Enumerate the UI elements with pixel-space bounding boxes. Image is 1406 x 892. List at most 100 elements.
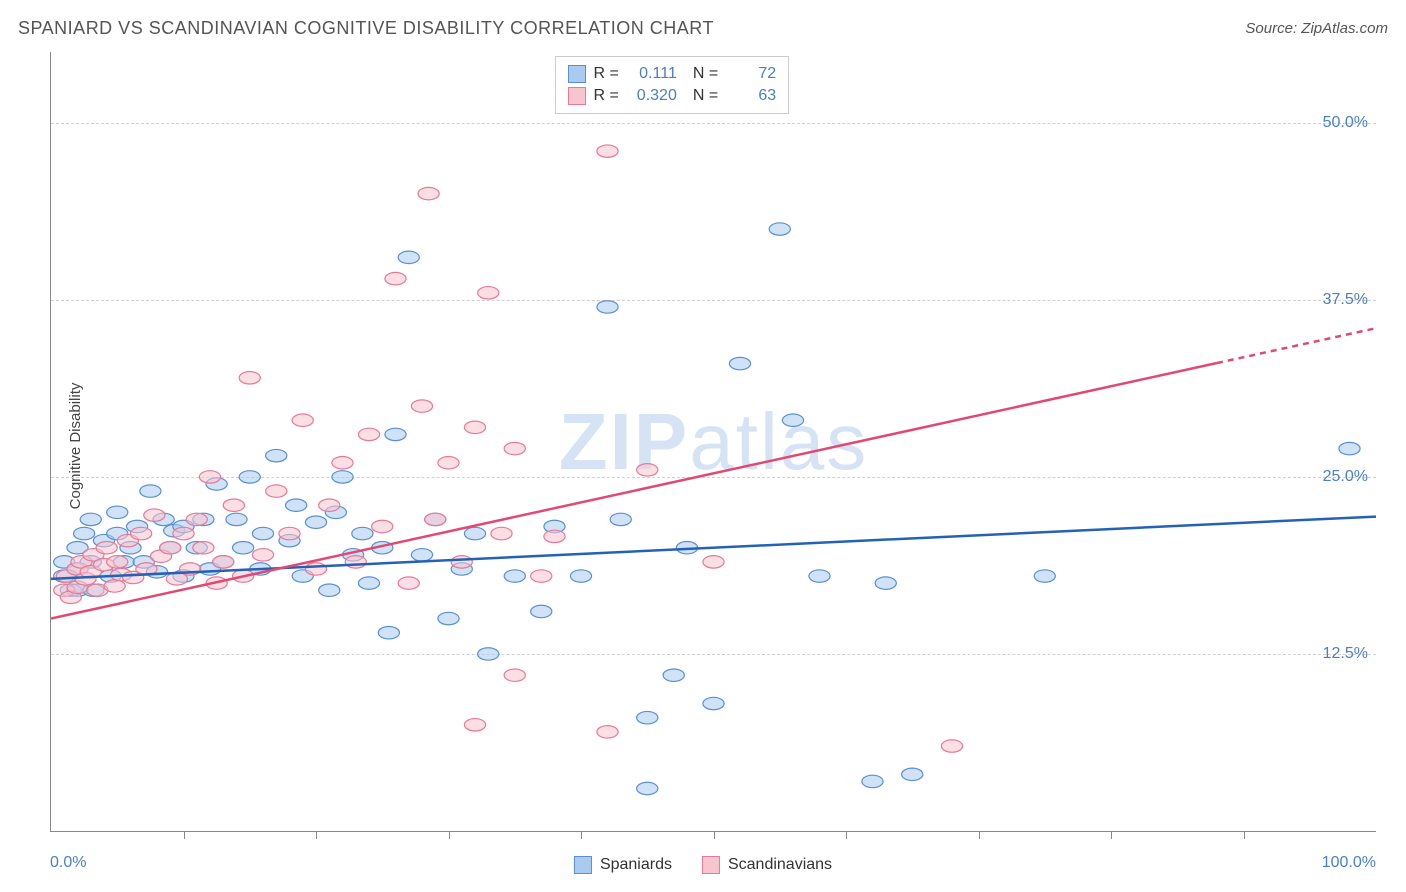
correlation-legend-row: R = 0.111 N = 72 (568, 63, 777, 85)
scatter-point (266, 449, 287, 461)
scatter-point (144, 509, 165, 521)
scatter-point (173, 527, 194, 539)
scatter-point (418, 187, 439, 199)
scatter-point (478, 648, 499, 660)
scatter-point (292, 414, 313, 426)
scatter-point (213, 556, 234, 568)
scatter-point (809, 570, 830, 582)
scatter-point (862, 775, 883, 787)
scatter-point (438, 612, 459, 624)
r-label: R = (594, 65, 619, 83)
scatter-point (464, 421, 485, 433)
r-value: 0.111 (627, 65, 677, 83)
x-tick (979, 831, 980, 839)
scatter-point (703, 556, 724, 568)
scatter-point (597, 301, 618, 313)
scatter-point (544, 530, 565, 542)
scatter-point (239, 372, 260, 384)
r-value: 0.320 (627, 87, 677, 105)
correlation-legend-row: R = 0.320 N = 63 (568, 85, 777, 107)
scatter-point (729, 357, 750, 369)
r-label: R = (594, 87, 619, 105)
scatter-point (286, 499, 307, 511)
scatter-point (319, 584, 340, 596)
scatter-point (782, 414, 803, 426)
n-label: N = (693, 65, 718, 83)
x-tick (449, 831, 450, 839)
scatter-point (74, 527, 95, 539)
scatter-point (398, 577, 419, 589)
scatter-point (663, 669, 684, 681)
scatter-point (425, 513, 446, 525)
legend-item-scandinavians: Scandinavians (702, 856, 832, 874)
scatter-point (385, 272, 406, 284)
scatter-point (104, 580, 125, 592)
scatter-point (637, 464, 658, 476)
scatter-point (96, 541, 117, 553)
scatter-point (875, 577, 896, 589)
scatter-svg (51, 52, 1376, 831)
scatter-point (345, 556, 366, 568)
scatter-point (531, 570, 552, 582)
legend-swatch-scandinavians (702, 856, 720, 874)
scatter-point (610, 513, 631, 525)
scatter-point (1034, 570, 1055, 582)
scatter-point (358, 577, 379, 589)
scatter-point (411, 549, 432, 561)
scatter-point (223, 499, 244, 511)
x-tick (184, 831, 185, 839)
chart-title: SPANIARD VS SCANDINAVIAN COGNITIVE DISAB… (18, 18, 714, 39)
scatter-point (266, 485, 287, 497)
source-prefix: Source: (1245, 20, 1301, 37)
scatter-point (352, 527, 373, 539)
chart-plot-area: 12.5%25.0%37.5%50.0%ZIPatlasR =0.111N =7… (50, 52, 1376, 832)
legend-label-scandinavians: Scandinavians (728, 856, 832, 874)
legend-label-spaniards: Spaniards (600, 856, 672, 874)
scatter-point (107, 506, 128, 518)
bottom-legend: Spaniards Scandinavians (574, 856, 832, 874)
x-tick (316, 831, 317, 839)
scatter-point (902, 768, 923, 780)
scatter-point (464, 719, 485, 731)
source-attribution: Source: ZipAtlas.com (1245, 20, 1388, 37)
legend-item-spaniards: Spaniards (574, 856, 672, 874)
n-label: N = (693, 87, 718, 105)
scatter-point (637, 782, 658, 794)
scatter-point (160, 541, 181, 553)
scatter-point (769, 223, 790, 235)
scatter-point (131, 527, 152, 539)
header-bar: SPANIARD VS SCANDINAVIAN COGNITIVE DISAB… (18, 18, 1388, 39)
scatter-point (107, 556, 128, 568)
scatter-point (305, 516, 326, 528)
x-tick (1244, 831, 1245, 839)
n-value: 72 (726, 65, 776, 83)
scatter-point (637, 711, 658, 723)
scatter-point (186, 513, 207, 525)
scatter-point (411, 400, 432, 412)
scatter-point (478, 287, 499, 299)
x-tick (1111, 831, 1112, 839)
scatter-point (504, 669, 525, 681)
scatter-point (252, 549, 273, 561)
scatter-point (372, 520, 393, 532)
correlation-legend: R = 0.111 N = 72 R = 0.320 N = 63 (555, 56, 790, 114)
scatter-point (531, 605, 552, 617)
scatter-point (438, 457, 459, 469)
scatter-point (319, 499, 340, 511)
scatter-point (597, 145, 618, 157)
scatter-point (252, 527, 273, 539)
x-tick (581, 831, 582, 839)
scatter-point (1339, 442, 1360, 454)
scatter-point (464, 527, 485, 539)
n-value: 63 (726, 87, 776, 105)
scatter-point (358, 428, 379, 440)
scatter-point (597, 726, 618, 738)
source-name: ZipAtlas.com (1301, 20, 1388, 37)
scatter-point (504, 442, 525, 454)
legend-swatch (568, 65, 586, 83)
scatter-point (199, 471, 220, 483)
legend-swatch (568, 87, 586, 105)
scatter-point (491, 527, 512, 539)
scatter-point (239, 471, 260, 483)
legend-swatch-spaniards (574, 856, 592, 874)
